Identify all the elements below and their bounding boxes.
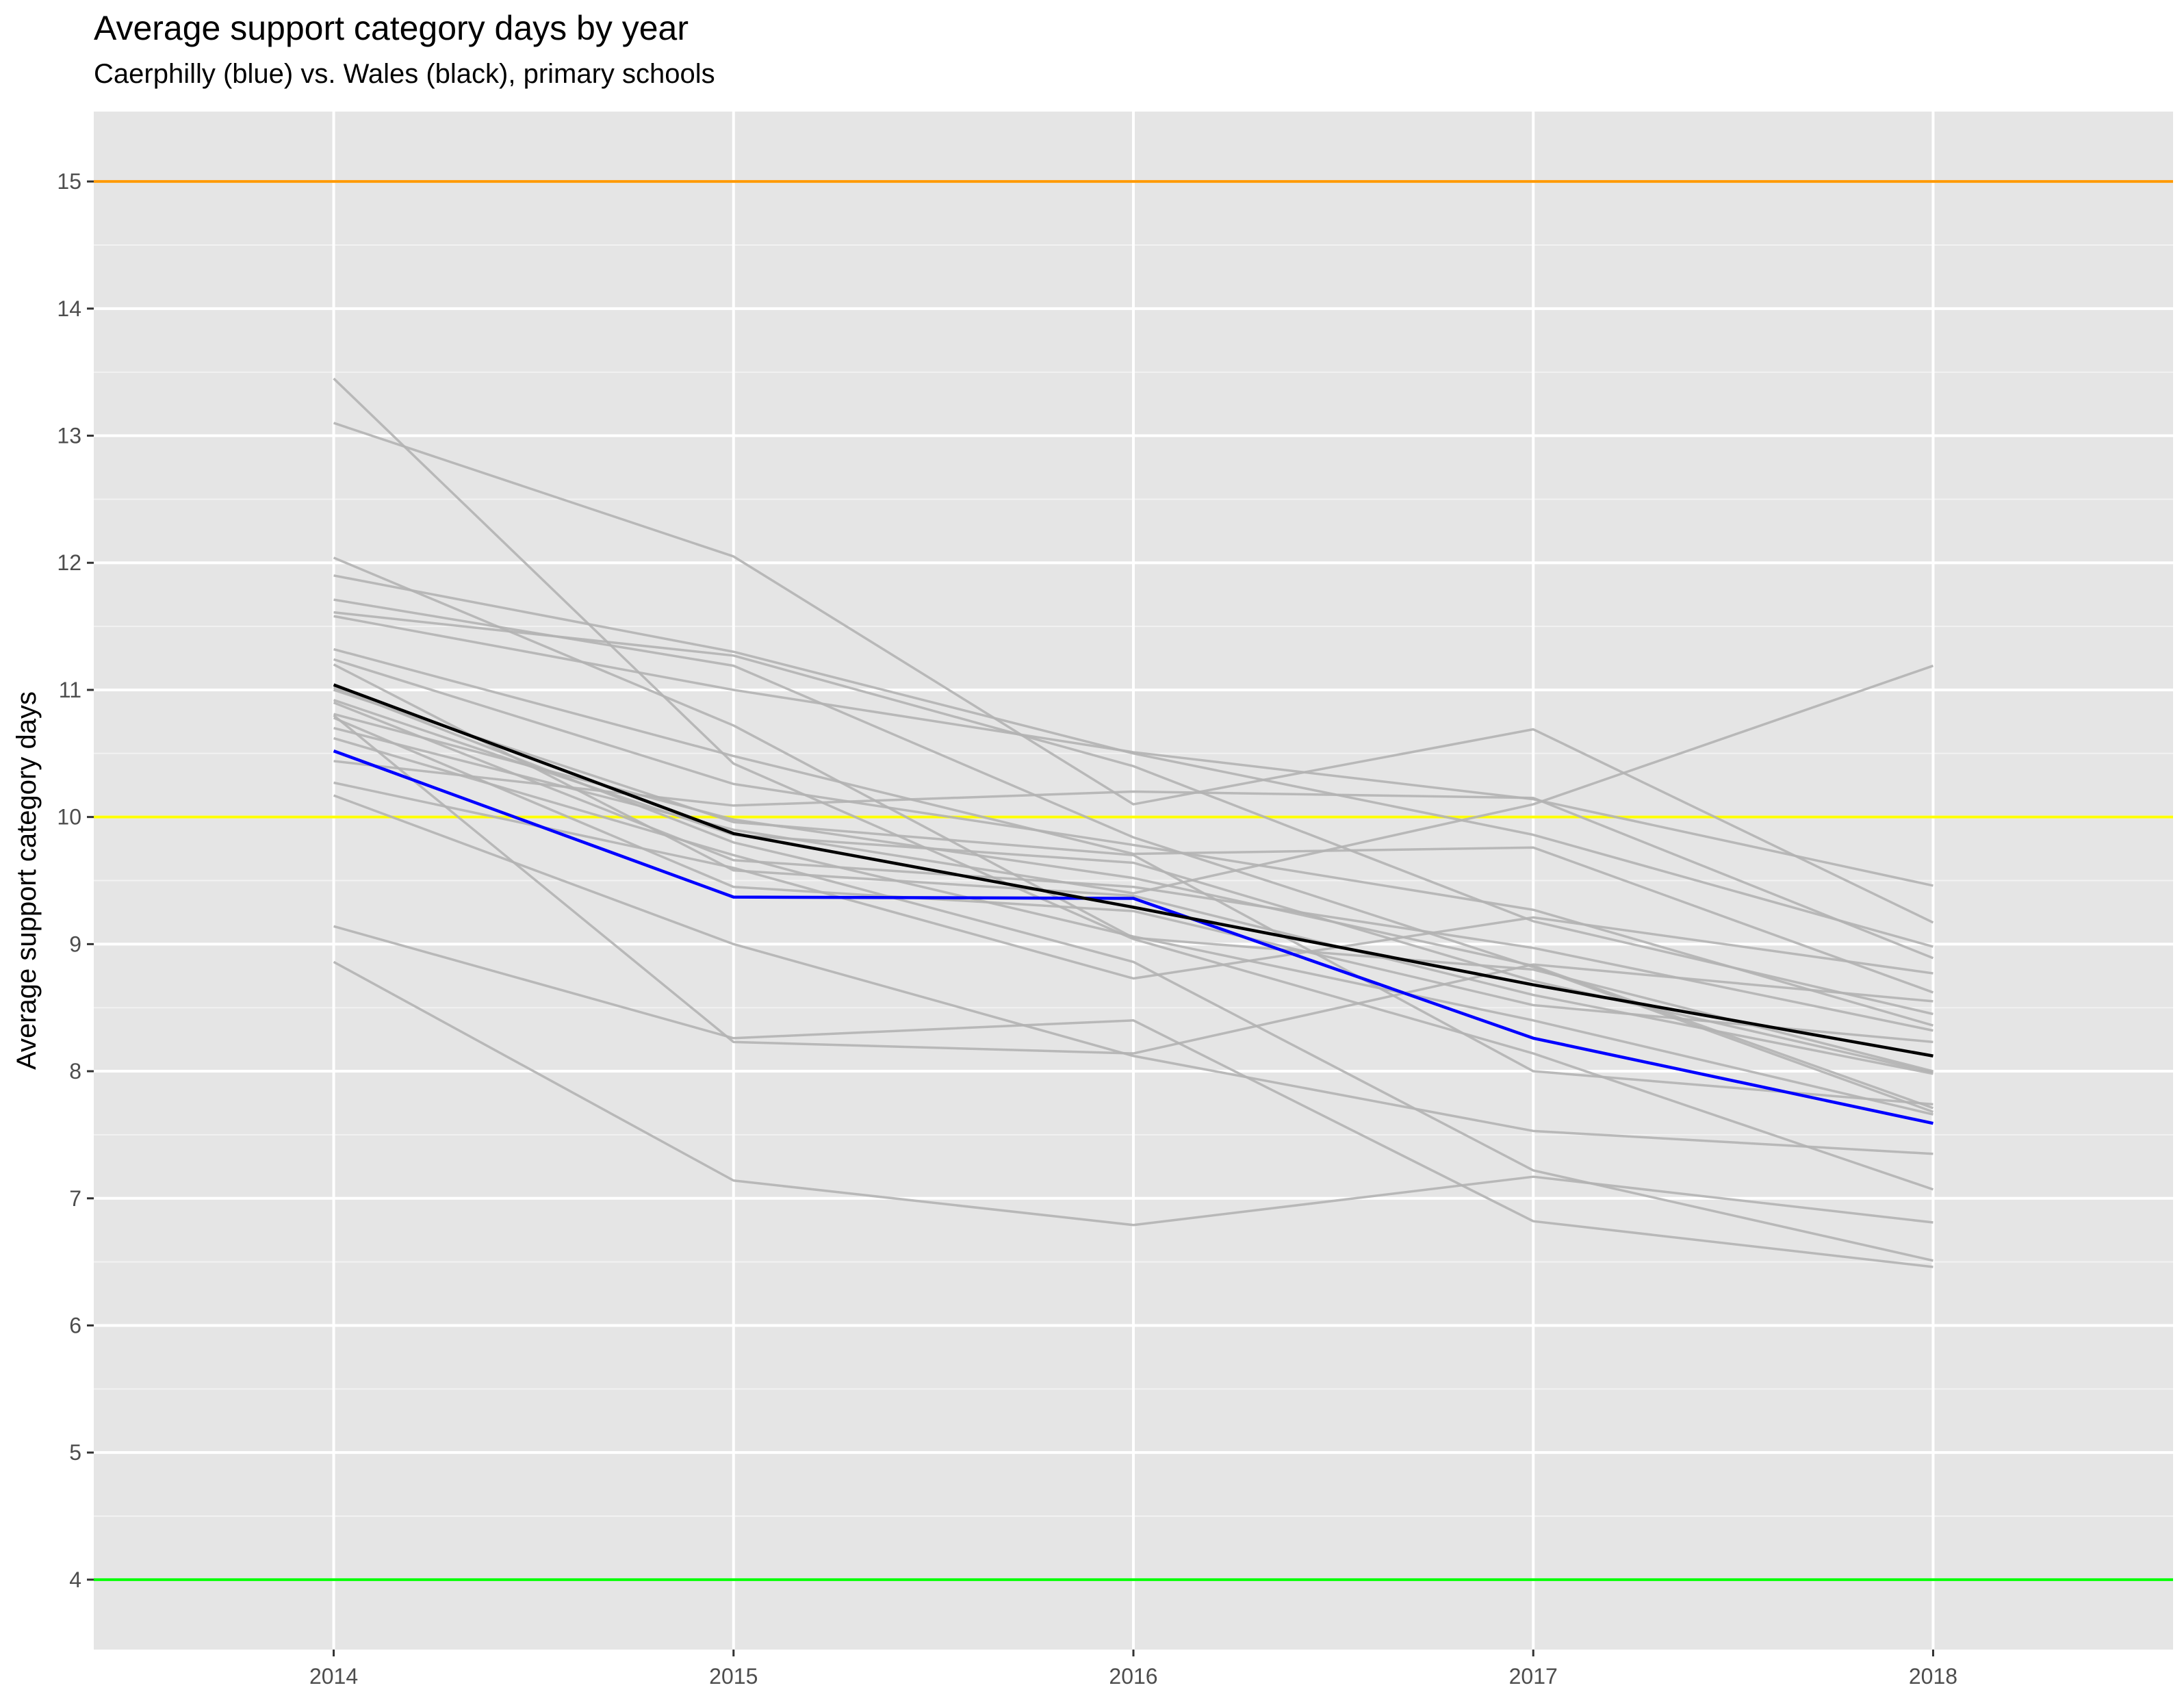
y-tick-label: 8 xyxy=(69,1059,81,1084)
x-tick-labels: 2014 2015 2016 2017 2018 xyxy=(309,1664,1957,1689)
y-tick-label: 12 xyxy=(57,550,81,575)
y-tick-label: 10 xyxy=(57,805,81,830)
x-tick-label: 2014 xyxy=(309,1664,358,1689)
x-tick-label: 2016 xyxy=(1109,1664,1157,1689)
x-tick-label: 2018 xyxy=(1909,1664,1957,1689)
series-line-highlight xyxy=(333,683,1934,1057)
reference-lines xyxy=(94,180,2173,1581)
y-tick-label: 11 xyxy=(59,678,81,702)
y-tick-label: 7 xyxy=(69,1186,81,1211)
y-tick-label: 4 xyxy=(69,1567,81,1592)
series-line-background xyxy=(333,665,1934,895)
series-line-background xyxy=(333,960,1934,1227)
y-tick-label: 13 xyxy=(57,424,81,448)
axis-ticks xyxy=(87,180,1934,1656)
y-tick-label: 15 xyxy=(57,169,81,194)
chart-title: Average support category days by year xyxy=(94,9,689,47)
background-series xyxy=(333,377,1934,1268)
y-tick-label: 5 xyxy=(69,1440,81,1465)
y-tick-label: 14 xyxy=(57,296,81,321)
chart-subtitle: Caerphilly (blue) vs. Wales (black), pri… xyxy=(94,59,715,89)
series-line-background xyxy=(333,422,1934,924)
series-line-background xyxy=(333,658,1934,1027)
series-line-background xyxy=(333,574,1934,948)
series-line-background xyxy=(333,689,1934,1106)
x-tick-label: 2015 xyxy=(709,1664,758,1689)
series-line-background xyxy=(333,648,1934,994)
series-line-background xyxy=(333,598,1934,1114)
series-line-background xyxy=(333,701,1934,1032)
series-line-background xyxy=(333,717,1934,1044)
series-line-background xyxy=(333,377,1934,1191)
y-tick-labels: 4 5 6 7 8 9 10 11 12 13 14 15 xyxy=(57,169,81,1592)
y-tick-label: 6 xyxy=(69,1313,81,1337)
y-axis-title: Average support category days xyxy=(12,691,42,1070)
series-line-background xyxy=(333,781,1934,980)
y-tick-label: 9 xyxy=(69,932,81,956)
series-line-background xyxy=(333,714,1934,1055)
series-line-background xyxy=(333,686,1934,1116)
series-line-background xyxy=(333,663,1934,1075)
x-tick-label: 2017 xyxy=(1509,1664,1558,1689)
series-line-background xyxy=(333,925,1934,1268)
series-line-highlight xyxy=(333,749,1934,1125)
series-line-background xyxy=(333,615,1934,887)
series-line-background xyxy=(333,736,1934,1262)
series-line-background xyxy=(333,794,1934,1155)
highlight-series xyxy=(333,683,1934,1125)
series-line-background xyxy=(333,611,1934,1016)
series-line-background xyxy=(333,556,1934,1073)
